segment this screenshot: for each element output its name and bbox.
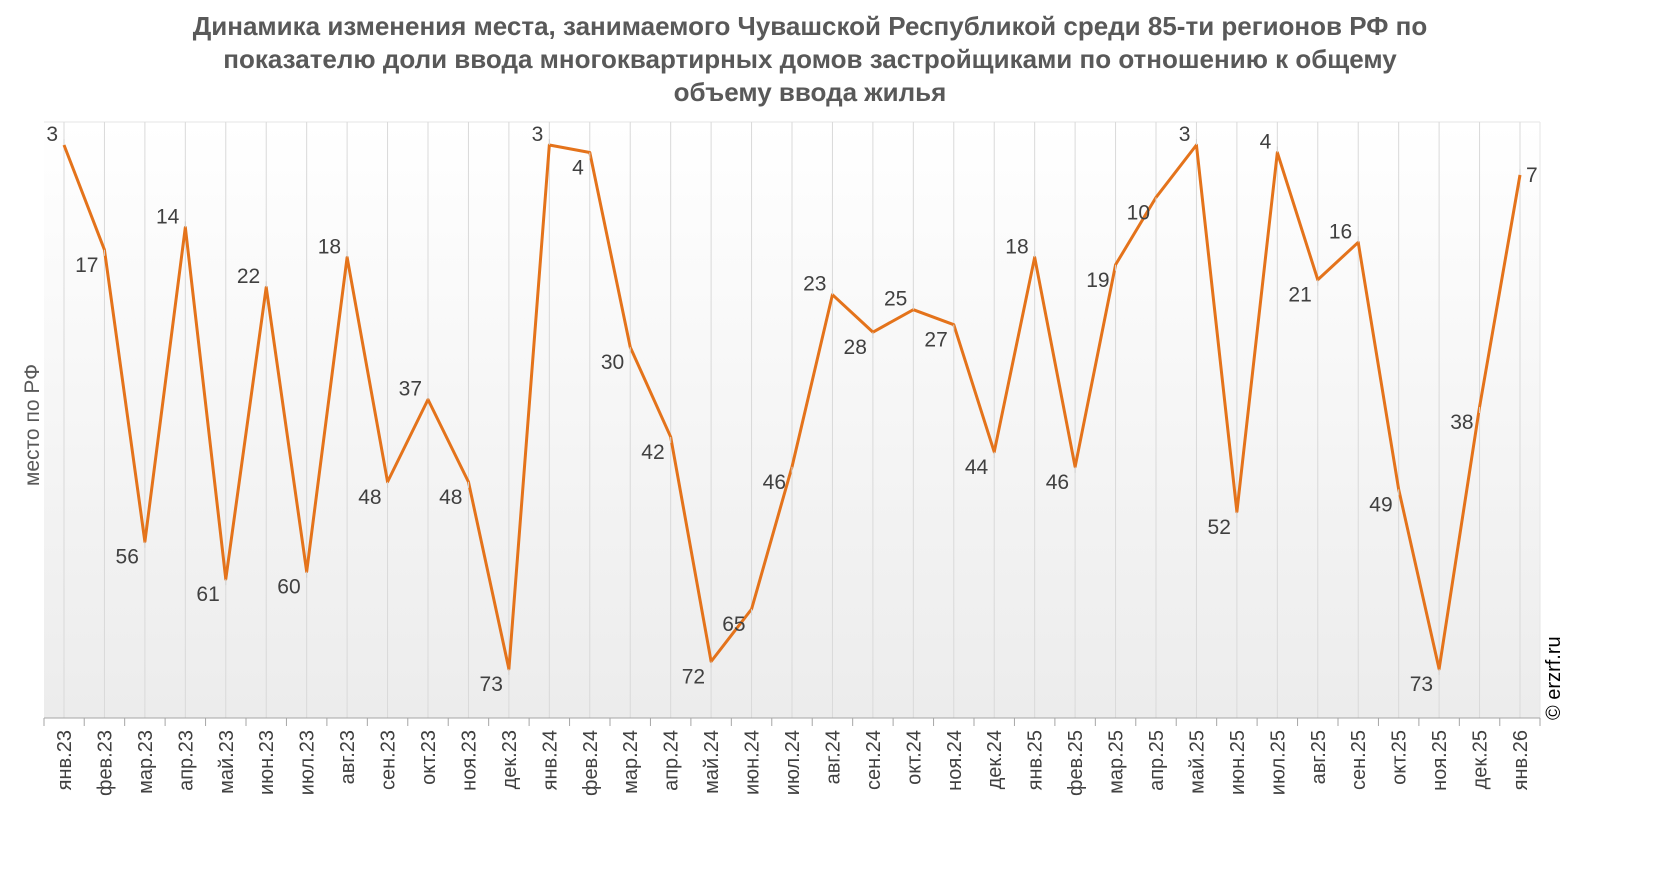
x-tick-label: янв.26 bbox=[1510, 730, 1532, 790]
x-tick-label: сен.24 bbox=[863, 730, 885, 790]
x-tick-label: ноя.23 bbox=[458, 730, 480, 791]
data-label: 56 bbox=[116, 546, 139, 569]
data-label: 73 bbox=[1410, 673, 1433, 696]
x-tick-label: июн.24 bbox=[742, 730, 764, 795]
x-tick-label: ноя.25 bbox=[1429, 730, 1451, 791]
chart-title: Динамика изменения места, занимаемого Чу… bbox=[60, 10, 1560, 109]
x-tick-label: янв.24 bbox=[539, 730, 561, 790]
data-label: 73 bbox=[480, 673, 503, 696]
data-label: 49 bbox=[1369, 493, 1392, 516]
x-tick-label: фев.24 bbox=[580, 730, 602, 796]
x-tick-label: июл.24 bbox=[782, 730, 804, 795]
data-label: 48 bbox=[439, 486, 462, 509]
data-label: 38 bbox=[1450, 411, 1473, 434]
chart-title-line: показателю доли ввода многоквартирных до… bbox=[223, 44, 1397, 74]
x-tick-label: сен.23 bbox=[378, 730, 400, 790]
data-label: 72 bbox=[682, 666, 705, 689]
x-tick-label: май.25 bbox=[1186, 730, 1208, 794]
x-tick-label: окт.23 bbox=[418, 730, 440, 785]
data-label: 4 bbox=[572, 156, 584, 179]
x-tick-label: дек.25 bbox=[1470, 730, 1492, 789]
data-label: 44 bbox=[965, 456, 989, 479]
data-label: 10 bbox=[1127, 201, 1150, 224]
watermark: © erzrf.ru bbox=[1543, 636, 1565, 720]
chart-title-line: Динамика изменения места, занимаемого Чу… bbox=[192, 11, 1428, 41]
x-tick-label: май.23 bbox=[216, 730, 238, 794]
data-label: 60 bbox=[277, 576, 300, 599]
x-tick-label: авг.24 bbox=[822, 730, 844, 784]
x-tick-label: сен.25 bbox=[1348, 730, 1370, 790]
data-label: 19 bbox=[1086, 269, 1109, 292]
data-label: 46 bbox=[763, 471, 786, 494]
x-tick-label: фев.25 bbox=[1065, 730, 1087, 796]
data-label: 27 bbox=[924, 329, 947, 352]
data-label: 21 bbox=[1288, 284, 1311, 307]
data-label: 61 bbox=[196, 583, 219, 606]
x-tick-label: апр.24 bbox=[661, 730, 683, 791]
data-label: 18 bbox=[318, 235, 341, 258]
data-label: 22 bbox=[237, 265, 260, 288]
data-label: 18 bbox=[1005, 235, 1028, 258]
data-label: 3 bbox=[46, 123, 58, 146]
x-tick-label: авг.25 bbox=[1308, 730, 1330, 784]
data-label: 52 bbox=[1208, 516, 1231, 539]
data-label: 28 bbox=[844, 336, 867, 359]
x-tick-label: авг.23 bbox=[337, 730, 359, 784]
x-tick-label: дек.23 bbox=[499, 730, 521, 789]
x-tick-label: мар.24 bbox=[620, 730, 642, 794]
x-tick-label: май.24 bbox=[701, 730, 723, 794]
gridlines bbox=[44, 121, 1541, 718]
x-tick-label: янв.23 bbox=[54, 730, 76, 790]
x-tick-label: янв.25 bbox=[1025, 730, 1047, 790]
x-tick-label: фев.23 bbox=[94, 730, 116, 796]
x-tick-label: окт.24 bbox=[903, 730, 925, 785]
data-label: 65 bbox=[722, 613, 745, 636]
data-label: 3 bbox=[1179, 123, 1191, 146]
data-label: 48 bbox=[358, 486, 381, 509]
y-axis-label: место по РФ bbox=[21, 364, 44, 486]
x-tick-label: июн.25 bbox=[1227, 730, 1249, 795]
data-label: 23 bbox=[803, 273, 826, 296]
x-tick-label: дек.24 bbox=[984, 730, 1006, 789]
data-label: 25 bbox=[884, 288, 907, 311]
data-label: 14 bbox=[156, 205, 180, 228]
data-labels: 3175614612260184837487334304272654623282… bbox=[46, 123, 1537, 696]
data-label: 30 bbox=[601, 351, 624, 374]
x-tick-label: июн.23 bbox=[256, 730, 278, 795]
data-label: 3 bbox=[532, 123, 544, 146]
x-tick-label: апр.23 bbox=[175, 730, 197, 791]
x-tick-label: апр.25 bbox=[1146, 730, 1168, 791]
data-label: 42 bbox=[641, 441, 664, 464]
data-label: 7 bbox=[1526, 164, 1538, 187]
x-tick-label: окт.25 bbox=[1389, 730, 1411, 785]
x-tick-label: июл.23 bbox=[297, 730, 319, 795]
x-tick-label: мар.23 bbox=[135, 730, 157, 794]
x-tick-label: июл.25 bbox=[1267, 730, 1289, 795]
x-tick-label: мар.25 bbox=[1106, 730, 1128, 794]
data-label: 46 bbox=[1046, 471, 1069, 494]
x-tick-label: ноя.24 bbox=[944, 730, 966, 791]
x-axis: янв.23 фев.23 мар.23 апр.23 май.23 июн.23 июл.… bbox=[43, 717, 1541, 796]
chart-title-line: объему ввода жилья bbox=[673, 77, 947, 107]
data-label: 37 bbox=[399, 378, 422, 401]
data-label: 17 bbox=[75, 254, 98, 277]
data-label: 16 bbox=[1329, 220, 1352, 243]
data-label: 4 bbox=[1260, 130, 1272, 153]
